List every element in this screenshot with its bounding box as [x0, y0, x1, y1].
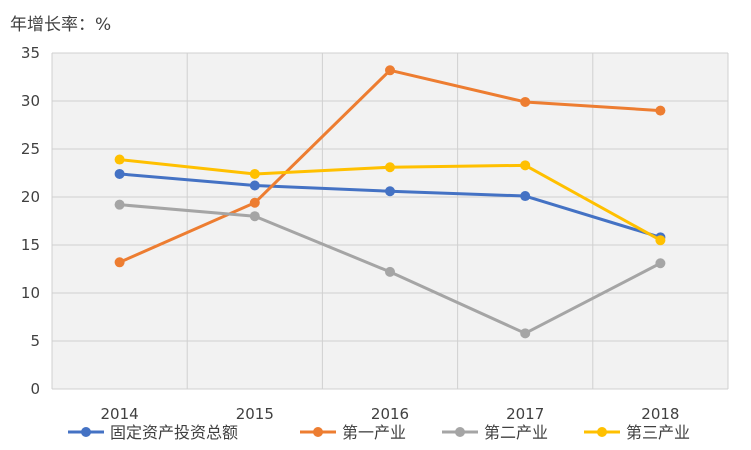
data-point — [114, 168, 125, 179]
x-tick-label: 2016 — [371, 405, 409, 423]
data-point — [385, 186, 395, 197]
x-tick-label: 2015 — [236, 405, 274, 423]
legend-label: 第一产业 — [342, 423, 406, 442]
data-point — [114, 154, 125, 165]
series-2 — [114, 65, 666, 268]
x-tick-label: 2017 — [506, 405, 544, 423]
y-tick-label: 30 — [21, 92, 40, 110]
legend-marker — [597, 427, 607, 437]
data-point — [655, 258, 666, 269]
plot-area: 0 5 10 15 20 25 30 35 2014 2015 2016 2017 2018 — [21, 44, 729, 423]
data-point — [385, 266, 395, 277]
y-tick-label: 15 — [21, 236, 40, 254]
y-axis-label: 年增长率：% — [10, 15, 111, 35]
legend-marker — [455, 427, 465, 437]
data-point — [520, 328, 531, 339]
data-point — [249, 168, 260, 179]
data-point — [385, 162, 395, 173]
y-tick-label: 10 — [21, 284, 40, 302]
data-point — [520, 96, 531, 107]
data-point — [249, 180, 260, 191]
legend-item: 第三产业 — [584, 423, 690, 442]
data-point — [655, 235, 666, 246]
y-tick-label: 35 — [21, 44, 40, 62]
data-point — [655, 105, 666, 116]
y-tick-label: 5 — [30, 332, 40, 350]
data-point — [114, 199, 125, 210]
data-point — [114, 257, 125, 268]
data-point — [385, 65, 395, 76]
series-3 — [114, 199, 666, 339]
legend: 固定资产投资总额 第一产业 第二产业 第三产业 — [68, 423, 690, 442]
data-point — [520, 160, 531, 171]
legend-item: 固定资产投资总额 — [68, 423, 238, 442]
legend-label: 固定资产投资总额 — [110, 423, 238, 442]
legend-item: 第一产业 — [300, 423, 406, 442]
x-tick-label: 2014 — [101, 405, 139, 423]
legend-label: 第三产业 — [626, 423, 690, 442]
y-tick-label: 20 — [21, 188, 40, 206]
x-tick-label: 2018 — [641, 405, 679, 423]
series-4 — [114, 154, 666, 246]
legend-marker — [313, 427, 323, 437]
y-tick-label: 0 — [30, 380, 40, 398]
legend-item: 第二产业 — [442, 423, 548, 442]
data-point — [249, 211, 260, 222]
y-tick-label: 25 — [21, 140, 40, 158]
data-point — [249, 197, 260, 208]
legend-marker — [81, 427, 91, 437]
data-point — [520, 191, 531, 202]
legend-label: 第二产业 — [484, 423, 548, 442]
